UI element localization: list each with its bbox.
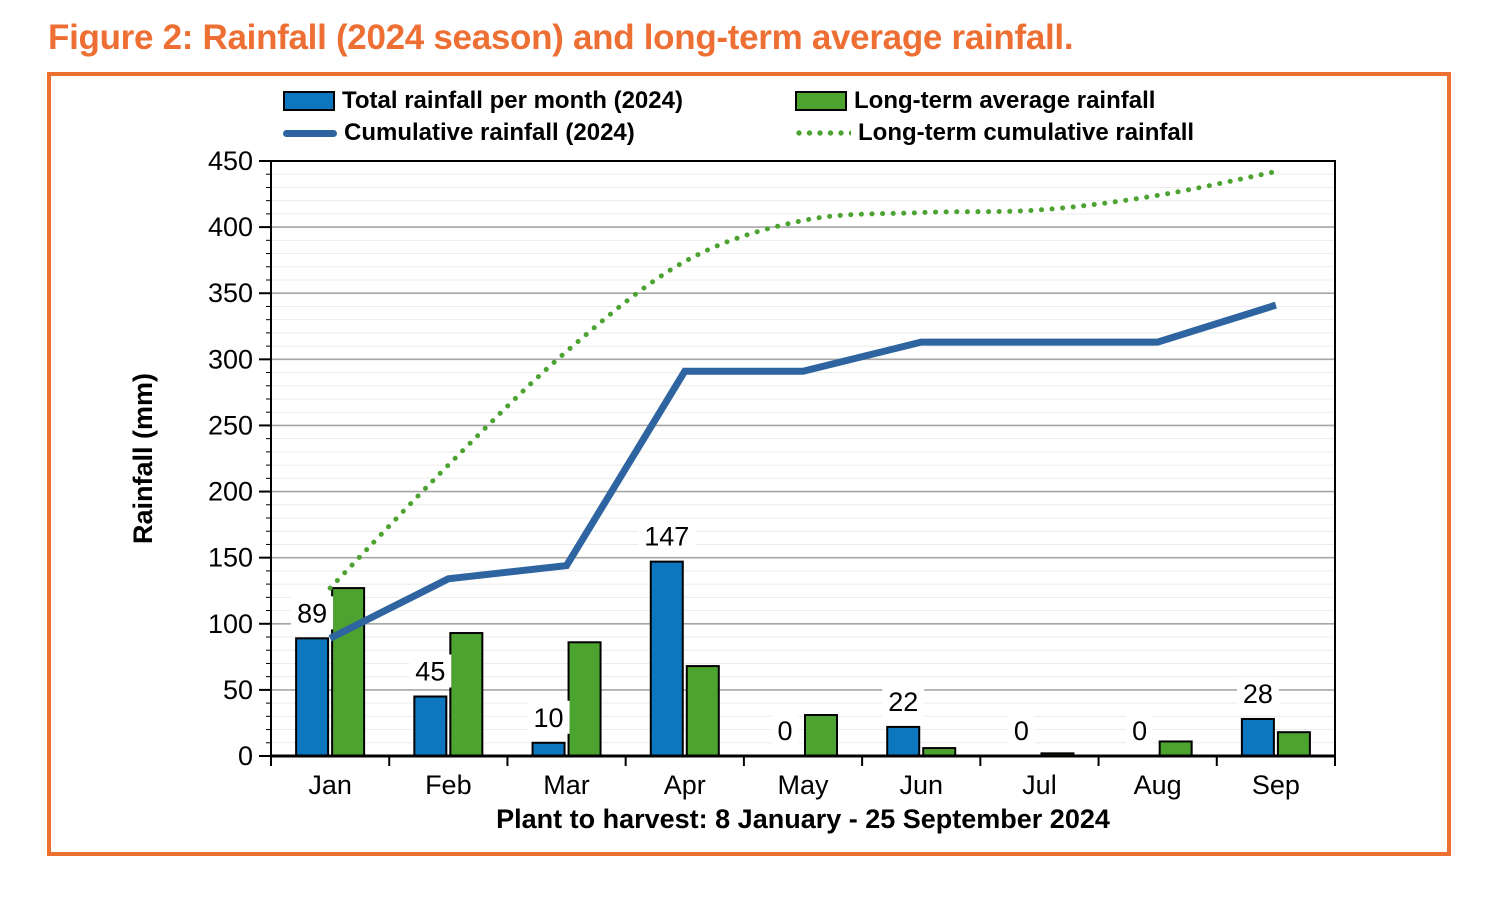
svg-text:147: 147 [644, 522, 689, 552]
svg-text:22: 22 [888, 687, 918, 717]
legend-label-total-rainfall-2024: Total rainfall per month (2024) [342, 87, 683, 115]
svg-text:Aug: Aug [1134, 770, 1182, 800]
svg-text:89: 89 [297, 599, 327, 629]
svg-text:250: 250 [208, 411, 253, 441]
svg-text:150: 150 [208, 543, 253, 573]
svg-text:Jun: Jun [899, 770, 943, 800]
svg-text:Plant to harvest: 8 January -: Plant to harvest: 8 January - 25 Septemb… [496, 804, 1110, 834]
legend-item-cumulative-2024: Cumulative rainfall (2024) [283, 119, 635, 147]
svg-text:10: 10 [534, 703, 564, 733]
svg-text:Rainfall (mm): Rainfall (mm) [128, 373, 158, 544]
chart-frame: 89 45 10 147 0 22 0 0 28 0 50 100 150 200 250 300 350 400… [47, 72, 1451, 857]
svg-text:Mar: Mar [543, 770, 590, 800]
svg-text:200: 200 [208, 477, 253, 507]
legend-item-total-rainfall-2024: Total rainfall per month (2024) [283, 87, 683, 115]
svg-text:300: 300 [208, 345, 253, 375]
svg-text:350: 350 [208, 278, 253, 308]
svg-text:0: 0 [777, 716, 792, 746]
figure-title: Figure 2: Rainfall (2024 season) and lon… [48, 18, 1074, 57]
svg-text:400: 400 [208, 212, 253, 242]
svg-text:45: 45 [415, 657, 445, 687]
legend-label-cumulative-2024: Cumulative rainfall (2024) [344, 119, 635, 147]
green-dotted-line-swatch-icon [795, 130, 851, 137]
green-bar-swatch-icon [795, 91, 847, 112]
svg-text:Sep: Sep [1252, 770, 1300, 800]
legend-item-long-term-average: Long-term average rainfall [795, 87, 1155, 115]
legend-item-long-term-cumulative: Long-term cumulative rainfall [795, 119, 1194, 147]
svg-text:Feb: Feb [425, 770, 472, 800]
svg-text:0: 0 [1014, 716, 1029, 746]
svg-text:0: 0 [1132, 716, 1147, 746]
legend-label-long-term-cumulative: Long-term cumulative rainfall [858, 119, 1195, 147]
rainfall-combo-chart: 89 45 10 147 0 22 0 0 28 0 50 100 150 200 250 300 350 400… [128, 146, 1336, 834]
svg-text:Apr: Apr [664, 770, 706, 800]
svg-text:Jan: Jan [308, 770, 352, 800]
svg-text:450: 450 [208, 146, 253, 176]
blue-line-swatch-icon [283, 129, 337, 137]
svg-text:28: 28 [1243, 679, 1273, 709]
svg-text:0: 0 [238, 741, 253, 771]
svg-text:50: 50 [223, 675, 253, 705]
svg-text:100: 100 [208, 609, 253, 639]
legend-label-long-term-average: Long-term average rainfall [854, 87, 1156, 115]
svg-text:Jul: Jul [1022, 770, 1057, 800]
blue-bar-swatch-icon [283, 91, 335, 112]
svg-text:May: May [777, 770, 829, 800]
